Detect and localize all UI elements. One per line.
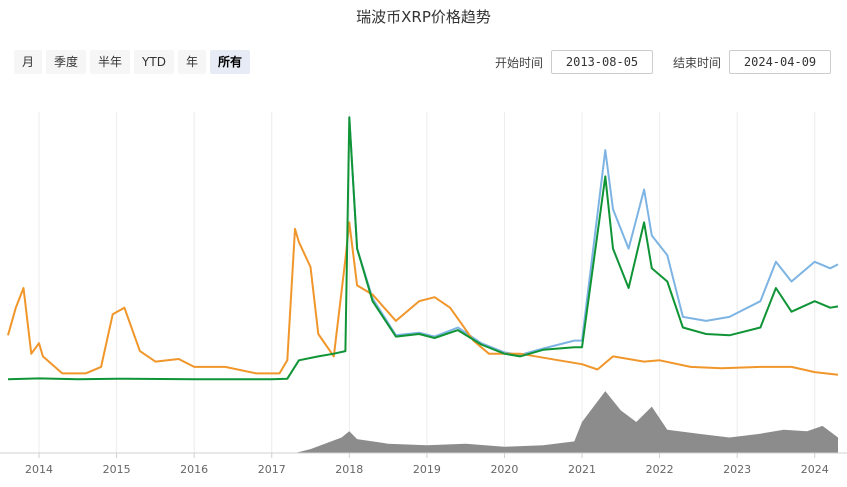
end-date-input[interactable]	[729, 50, 832, 74]
series-line-blue	[348, 117, 839, 356]
x-tick-label: 2018	[335, 463, 363, 476]
range-button-month[interactable]: 月	[14, 50, 43, 74]
range-button-all[interactable]: 所有	[209, 50, 250, 74]
start-date-input[interactable]	[551, 50, 654, 74]
x-tick-label: 2019	[413, 463, 441, 476]
series-line-green	[7, 116, 839, 381]
end-date-label: 结束时间	[673, 55, 722, 70]
start-date-label: 开始时间	[495, 55, 544, 70]
chart-title: 瑞波币XRP价格趋势	[356, 8, 491, 26]
x-tick-label: 2016	[180, 463, 208, 476]
range-button-quarter[interactable]: 季度	[46, 50, 87, 74]
range-button-half-year[interactable]: 半年	[90, 50, 131, 74]
x-tick-label: 2020	[490, 463, 518, 476]
series-line-orange	[7, 221, 839, 376]
end-date-group: 结束时间	[673, 50, 832, 74]
x-tick-label: 2023	[723, 463, 751, 476]
x-tick-label: 2022	[646, 463, 674, 476]
x-tick-label: 2021	[568, 463, 596, 476]
volume-area	[8, 391, 838, 453]
x-tick-label: 2015	[103, 463, 131, 476]
start-date-group: 开始时间	[495, 50, 654, 74]
x-tick-label: 2017	[258, 463, 286, 476]
range-button-ytd[interactable]: YTD	[134, 50, 174, 74]
x-tick-label: 2014	[25, 463, 53, 476]
range-selector: 月 季度 半年 YTD 年 所有	[14, 50, 250, 74]
x-tick-label: 2024	[801, 463, 829, 476]
range-button-year[interactable]: 年	[177, 50, 206, 74]
